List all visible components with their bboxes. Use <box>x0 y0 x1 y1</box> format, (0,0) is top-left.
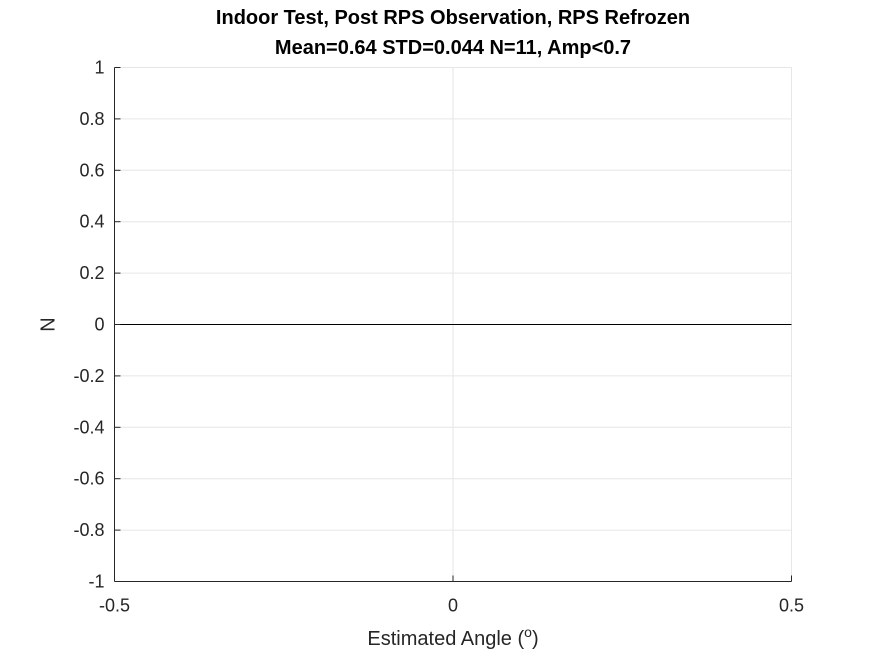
chart-title-line-1: Indoor Test, Post RPS Observation, RPS R… <box>215 7 691 29</box>
x-axis-label-text: Estimated Angle ( <box>367 628 525 650</box>
x-tick-label: 0 <box>448 596 458 616</box>
y-tick-label: -0.8 <box>73 520 104 540</box>
x-axis-label: Estimated Angle (o) <box>114 625 792 651</box>
y-tick-label: -0.4 <box>73 417 104 437</box>
y-tick-label: 0.4 <box>79 212 104 232</box>
chart-title-line-2: Mean=0.64 STD=0.044 N=11, Amp<0.7 <box>274 37 632 59</box>
x-tick-label: 0.5 <box>779 596 804 616</box>
y-tick-label: -0.6 <box>73 469 104 489</box>
y-axis-label: N <box>37 317 60 332</box>
y-tick-label: 0.6 <box>79 160 104 180</box>
x-axis-label-superscript: o <box>524 624 532 640</box>
x-tick-label: -0.5 <box>99 596 130 616</box>
y-tick-label: 0 <box>94 315 104 335</box>
y-tick-label: -0.2 <box>73 366 104 386</box>
y-tick-label: 0.8 <box>79 109 104 129</box>
y-tick-label: 1 <box>94 58 104 78</box>
y-tick-label: -1 <box>88 572 104 592</box>
y-tick-label: 0.2 <box>79 263 104 283</box>
x-axis-label-close: ) <box>531 628 539 650</box>
